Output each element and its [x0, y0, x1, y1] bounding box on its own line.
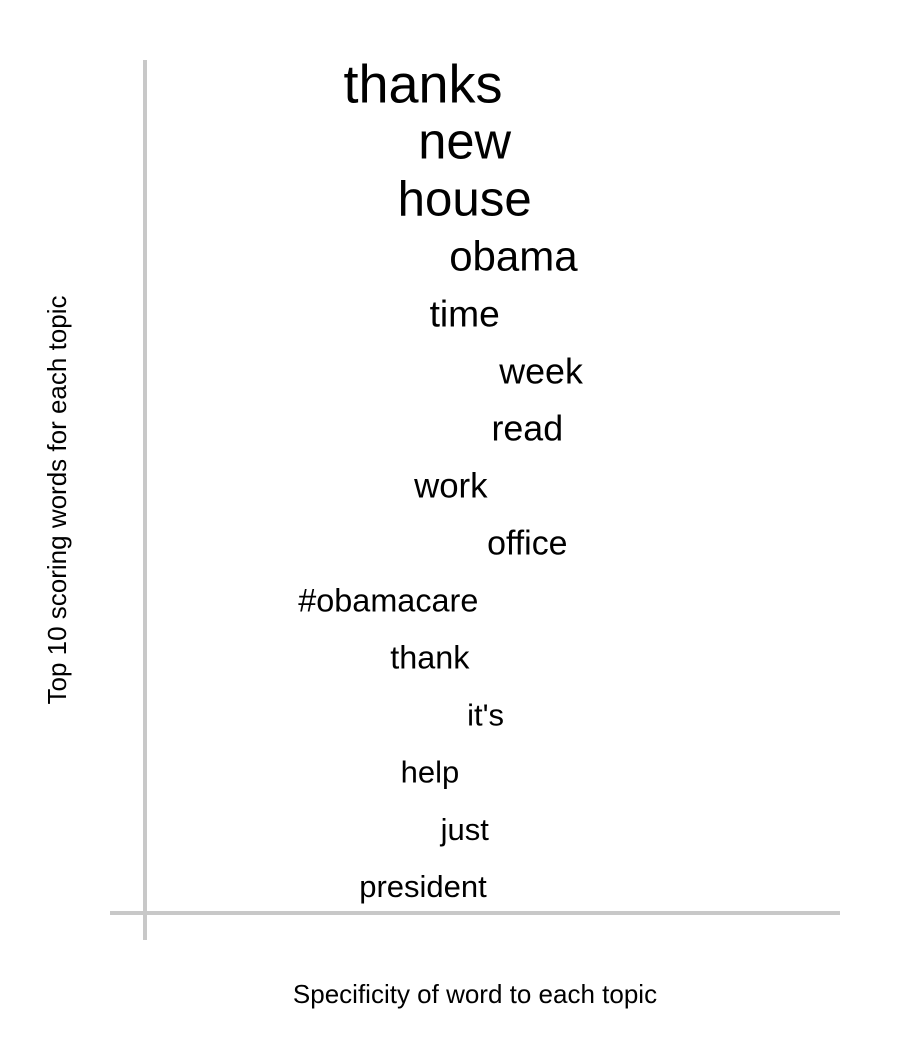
word-label-13: help [401, 755, 460, 790]
word-label-10: #obamacare [298, 582, 478, 618]
word-label-2: new [418, 113, 511, 170]
word-label-1: thanks [343, 54, 502, 114]
x-axis-label: Specificity of word to each topic [293, 979, 657, 1009]
word-label-5: time [430, 293, 500, 335]
word-label-14: just [440, 812, 490, 847]
word-label-9: office [487, 525, 567, 563]
word-label-15: president [359, 869, 487, 904]
word-label-11: thank [390, 640, 470, 676]
word-label-6: week [498, 351, 583, 391]
word-label-7: read [491, 409, 563, 449]
word-label-3: house [398, 171, 532, 226]
word-label-4: obama [449, 233, 578, 280]
word-label-8: work [413, 467, 488, 506]
word-label-12: it's [467, 697, 504, 732]
y-axis-label: Top 10 scoring words for each topic [42, 296, 72, 705]
